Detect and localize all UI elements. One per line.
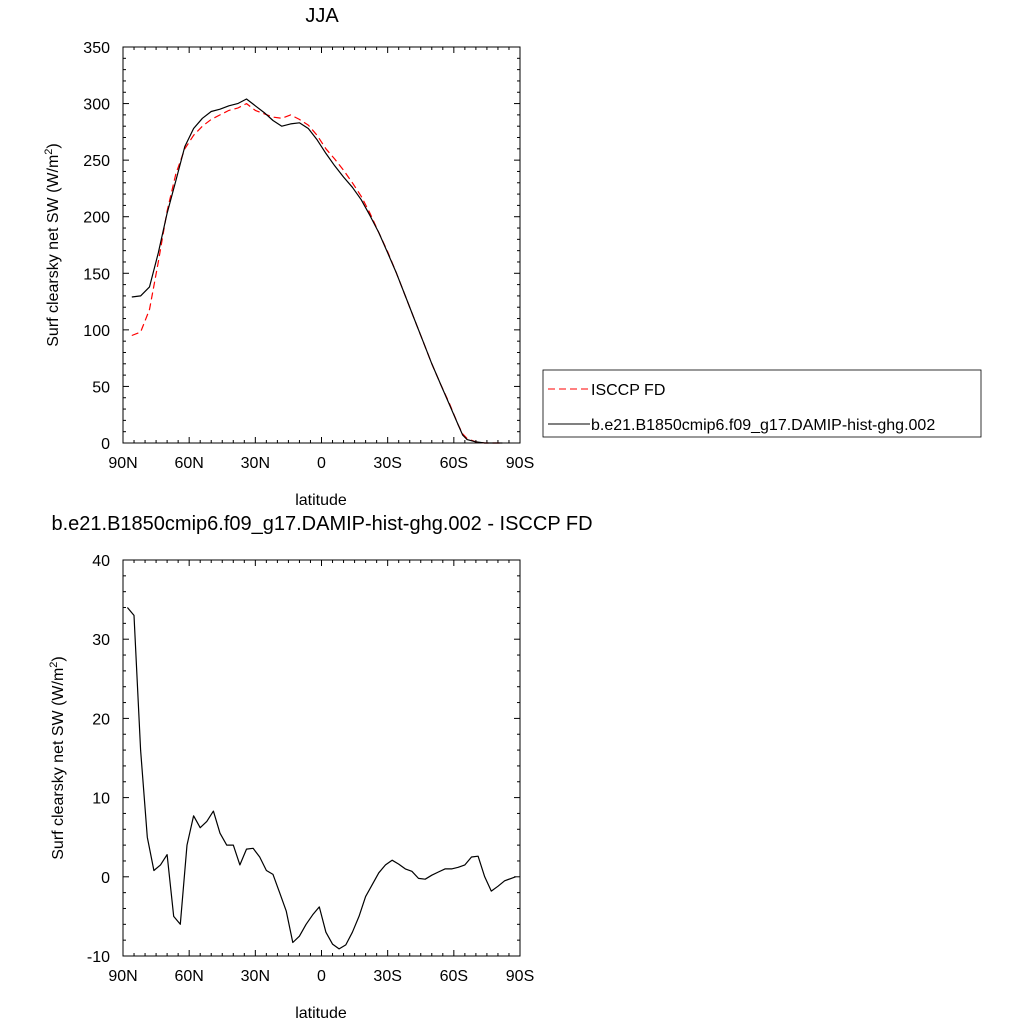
bottom-x-tick-label: 60N (174, 968, 203, 985)
bottom-y-tick-label: 20 (92, 711, 110, 728)
top-series-line-1 (131, 98, 503, 444)
bottom-x-tick-label: 30S (373, 968, 401, 985)
top-y-axis-title-end: ) (45, 143, 62, 148)
bottom-x-axis-title: latitude (295, 1005, 347, 1022)
bottom-y-axis-title-main: Surf clearsky net SW (W/m (50, 668, 67, 860)
top-x-tick-label: 30S (373, 455, 401, 472)
bottom-x-tick-label: 90N (108, 968, 137, 985)
top-panel: JJA 90N 60N 30N 0 30S 60S 90S 0 50 100 150 200 250 3… (43, 5, 534, 509)
top-plot-frame (122, 46, 521, 444)
top-y-tick-label: 350 (83, 40, 110, 57)
top-x-tick-label: 90S (506, 455, 534, 472)
bottom-x-tick-label: 90S (506, 968, 534, 985)
top-y-ticks: 0 50 100 150 200 250 300 350 (83, 40, 520, 453)
bottom-x-ticks: 90N 60N 30N 0 30S 60S 90S (108, 560, 534, 985)
bottom-y-tick-label: 30 (92, 632, 110, 649)
top-x-tick-label: 60N (174, 455, 203, 472)
legend-label-model: b.e21.B1850cmip6.f09_g17.DAMIP-hist-ghg.… (591, 417, 935, 434)
bottom-series-lines (126, 607, 516, 950)
bottom-y-axis-title-sup: 2 (48, 662, 60, 668)
top-series-line-0 (131, 102, 503, 444)
top-y-axis-title-main: Surf clearsky net SW (W/m (45, 155, 62, 347)
top-x-tick-label: 30N (241, 455, 270, 472)
top-y-axis-title: Surf clearsky net SW (W/m2) (43, 143, 62, 346)
bottom-x-tick-label: 30N (241, 968, 270, 985)
top-y-tick-label: 300 (83, 97, 110, 114)
bottom-panel: b.e21.B1850cmip6.f09_g17.DAMIP-hist-ghg.… (48, 513, 593, 1022)
top-x-axis-title: latitude (295, 492, 347, 509)
bottom-x-tick-label: 60S (440, 968, 468, 985)
top-x-tick-label: 60S (440, 455, 468, 472)
legend-box (542, 369, 982, 438)
bottom-y-tick-label: 40 (92, 553, 110, 570)
top-x-tick-label: 90N (108, 455, 137, 472)
bottom-chart-title: b.e21.B1850cmip6.f09_g17.DAMIP-hist-ghg.… (51, 513, 592, 535)
top-y-tick-label: 200 (83, 210, 110, 227)
top-y-tick-label: 100 (83, 323, 110, 340)
top-y-tick-label: 250 (83, 153, 110, 170)
top-x-tick-label: 0 (317, 455, 326, 472)
legend: ISCCP FD b.e21.B1850cmip6.f09_g17.DAMIP-… (542, 369, 982, 438)
bottom-series-line-0 (126, 607, 516, 950)
top-y-tick-label: 0 (101, 436, 110, 453)
bottom-y-tick-label: 0 (101, 870, 110, 887)
top-y-tick-label: 150 (83, 266, 110, 283)
bottom-x-tick-label: 0 (317, 968, 326, 985)
bottom-y-axis-title-end: ) (50, 656, 67, 661)
bottom-y-tick-label: -10 (87, 949, 110, 966)
top-series-lines (131, 98, 503, 444)
top-x-ticks: 90N 60N 30N 0 30S 60S 90S (108, 47, 534, 472)
top-chart-title: JJA (305, 5, 339, 27)
bottom-y-tick-label: 10 (92, 791, 110, 808)
top-y-tick-label: 50 (92, 379, 110, 396)
legend-label-isccp: ISCCP FD (591, 382, 665, 399)
bottom-y-ticks: -10 0 10 20 30 40 (87, 553, 520, 966)
bottom-y-axis-title: Surf clearsky net SW (W/m2) (48, 656, 67, 859)
top-y-axis-title-sup: 2 (43, 149, 55, 155)
